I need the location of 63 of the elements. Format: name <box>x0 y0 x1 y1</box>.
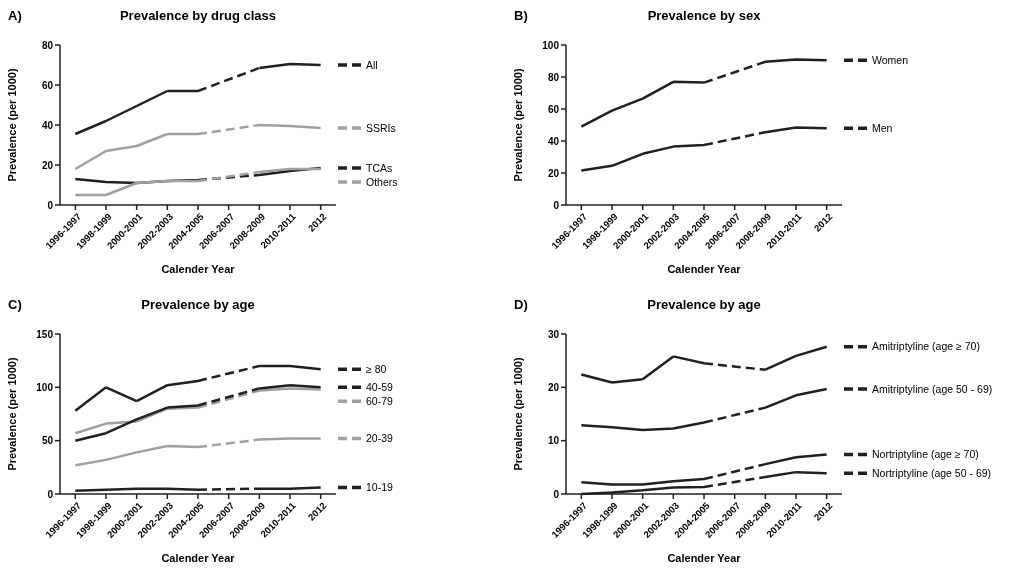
legend-label: TCAs <box>366 161 393 174</box>
y-axis-title: Prevalence (per 1000) <box>6 357 18 471</box>
y-tick-label: 100 <box>36 381 54 393</box>
legend-label: SSRIs <box>366 121 396 134</box>
legend-label: All <box>366 58 378 71</box>
y-tick-label: 40 <box>547 135 560 147</box>
y-tick-label: 10 <box>547 435 560 447</box>
line-series <box>580 58 828 128</box>
line-series <box>74 364 322 413</box>
legend-label: ≥ 80 <box>366 362 387 375</box>
chart-title: Prevalence by sex <box>647 8 762 23</box>
y-tick-label: 20 <box>547 167 560 179</box>
y-axis-title: Prevalence (per 1000) <box>512 68 524 182</box>
y-tick-label: 0 <box>553 199 560 211</box>
line-series <box>580 453 828 486</box>
y-tick-label: 60 <box>547 103 560 115</box>
y-tick-label: 60 <box>41 79 54 91</box>
y-tick-label: 150 <box>36 328 54 340</box>
text: B) <box>514 8 528 23</box>
y-tick-label: 80 <box>41 39 54 51</box>
y-tick-label: 0 <box>47 199 54 211</box>
y-tick-label: 100 <box>542 39 560 51</box>
line-series <box>74 437 322 467</box>
x-axis-title: Calender Year <box>161 263 236 275</box>
line-series <box>580 126 828 172</box>
chart-title: Prevalence by drug class <box>119 8 277 23</box>
legend-label: Women <box>872 53 909 66</box>
legend-label: Amitriptyline (age ≥ 70) <box>872 340 980 353</box>
line-series <box>580 345 828 384</box>
legend-label: Nortriptyline (age ≥ 70) <box>872 448 979 461</box>
y-axis-title: Prevalence (per 1000) <box>512 357 524 471</box>
y-tick-label: 0 <box>47 488 54 500</box>
text: C) <box>8 297 22 312</box>
x-axis-title: Calender Year <box>667 552 742 564</box>
y-tick-label: 80 <box>547 71 560 83</box>
legend-label: Nortriptyline (age 50 - 69) <box>872 466 992 479</box>
line-series <box>74 383 322 442</box>
legend-label: Amitriptyline (age 50 - 69) <box>872 382 993 395</box>
text: A) <box>8 8 22 23</box>
line-series <box>74 387 322 435</box>
y-tick-label: 40 <box>41 119 54 131</box>
y-tick-label: 20 <box>41 159 54 171</box>
chart-title: Prevalence by age <box>141 297 255 312</box>
y-tick-label: 50 <box>41 435 54 447</box>
line-series <box>580 387 828 432</box>
y-tick-label: 30 <box>547 328 560 340</box>
y-tick-label: 0 <box>553 488 560 500</box>
chart-title: Prevalence by age <box>647 297 761 312</box>
legend-label: 10-19 <box>366 481 394 494</box>
legend-label: 40-59 <box>366 381 394 394</box>
y-tick-label: 20 <box>547 381 560 393</box>
x-axis-title: Calender Year <box>161 552 236 564</box>
legend-label: 60-79 <box>366 395 394 408</box>
line-series <box>74 62 322 136</box>
legend-label: Others <box>366 175 398 188</box>
line-series <box>74 123 322 171</box>
text: D) <box>514 297 528 312</box>
legend-label: 20-39 <box>366 432 394 445</box>
legend-label: Men <box>872 121 893 134</box>
x-axis-title: Calender Year <box>667 263 742 275</box>
line-series <box>74 166 322 185</box>
y-axis-title: Prevalence (per 1000) <box>6 68 18 182</box>
line-series <box>74 167 322 197</box>
